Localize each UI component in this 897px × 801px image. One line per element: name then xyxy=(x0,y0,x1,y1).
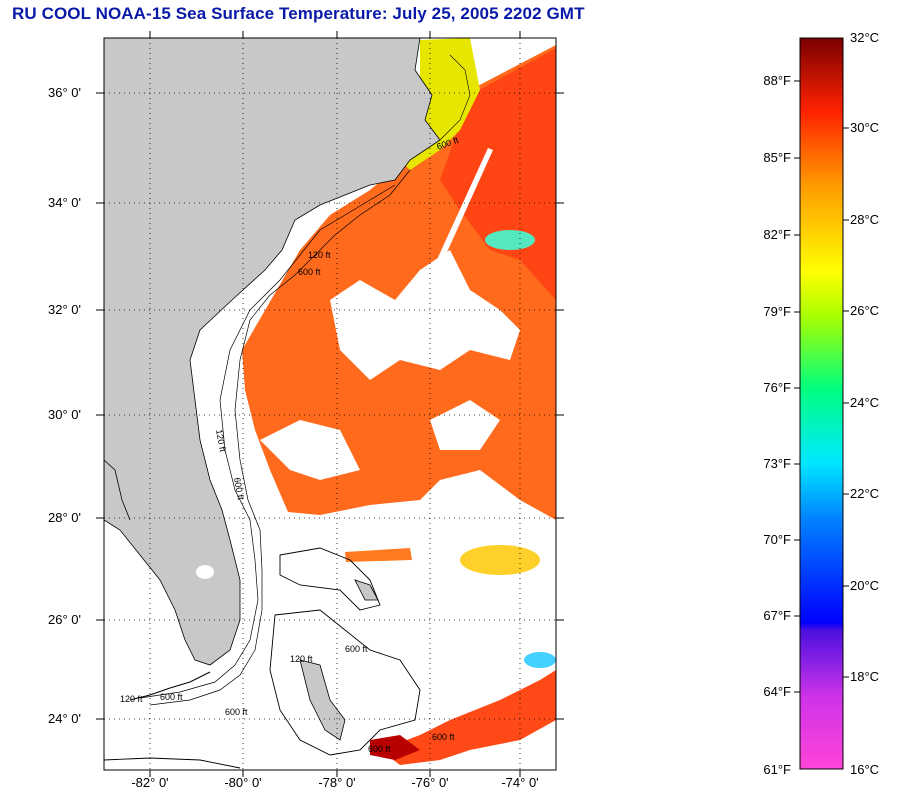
map-ticks xyxy=(96,31,564,777)
colorbar-ticks xyxy=(794,80,849,693)
colorbar-celsius-label: 22°C xyxy=(850,486,880,501)
colorbar-celsius-label: 26°C xyxy=(850,303,880,318)
lat-label: 30° 0' xyxy=(48,407,81,422)
colorbar-fahrenheit-label: 79°F xyxy=(763,304,791,319)
contour-label: 120 ft xyxy=(290,654,313,664)
colorbar-celsius-label: 20°C xyxy=(850,578,880,593)
cloud-cover-2 xyxy=(260,420,360,480)
sst-cool-patch-3 xyxy=(524,652,556,668)
contour-label: 600 ft xyxy=(232,477,246,501)
contour-label: 120 ft xyxy=(120,694,143,704)
cuba-coast xyxy=(104,757,241,769)
contour-600ft-2 xyxy=(439,54,471,141)
lat-label: 26° 0' xyxy=(48,612,81,627)
great-bahama-bank xyxy=(269,609,421,756)
florida-keys xyxy=(129,671,211,701)
colorbar-fahrenheit-label: 64°F xyxy=(763,684,791,699)
colorbar-fahrenheit-label: 88°F xyxy=(763,73,791,88)
sst-south-water xyxy=(380,670,556,765)
lon-label: -74° 0' xyxy=(501,775,539,790)
lat-label: 32° 0' xyxy=(48,302,81,317)
sst-cool-patch xyxy=(485,230,535,250)
colorbar-celsius-label: 18°C xyxy=(850,669,880,684)
lat-label: 36° 0' xyxy=(48,85,81,100)
colorbar-fahrenheit-label: 67°F xyxy=(763,608,791,623)
sst-strip xyxy=(345,548,412,562)
lon-label: -78° 0' xyxy=(318,775,356,790)
colorbar-fahrenheit-label: 70°F xyxy=(763,532,791,547)
lon-label: -82° 0' xyxy=(131,775,169,790)
lon-label: -80° 0' xyxy=(224,775,262,790)
cloud-cover-3 xyxy=(430,400,500,450)
cloud-streak xyxy=(424,148,493,290)
lat-label: 28° 0' xyxy=(48,510,81,525)
colorbar-celsius-label: 28°C xyxy=(850,212,880,227)
land-us-coast xyxy=(104,38,441,666)
colorbar-celsius-label: 24°C xyxy=(850,395,880,410)
colorbar-fahrenheit-label: 76°F xyxy=(763,380,791,395)
contour-600ft xyxy=(149,169,411,706)
cloud-cover xyxy=(330,250,520,380)
colorbar-celsius-label: 32°C xyxy=(850,30,880,45)
contour-label: 600 ft xyxy=(225,707,248,717)
colorbar-fahrenheit-label: 85°F xyxy=(763,150,791,165)
contour-label: 600 ft xyxy=(345,644,368,654)
contour-label: 600 ft xyxy=(298,267,321,277)
contour-label: 600 ft xyxy=(160,692,183,702)
colorbar-celsius-label: 16°C xyxy=(850,762,880,777)
colorbar-fahrenheit-label: 61°F xyxy=(763,762,791,777)
contour-label: 600 ft xyxy=(368,744,391,754)
contour-label: 600 ft xyxy=(432,732,455,742)
gulf-coast-line xyxy=(104,459,131,521)
bahama-bank-outline xyxy=(279,547,381,611)
contour-label: 120 ft xyxy=(308,250,331,260)
map-title: RU COOL NOAA-15 Sea Surface Temperature:… xyxy=(12,4,585,23)
contour-120ft xyxy=(139,184,396,699)
colorbar-fahrenheit-label: 82°F xyxy=(763,227,791,242)
colorbar-celsius-label: 30°C xyxy=(850,120,880,135)
sst-cool-patch-2 xyxy=(460,545,540,575)
colorbar xyxy=(799,37,844,770)
map-frame xyxy=(103,37,557,771)
lat-label: 34° 0' xyxy=(48,195,81,210)
contour-label: 120 ft xyxy=(214,429,228,453)
lat-label: 24° 0' xyxy=(48,711,81,726)
sst-hot-south xyxy=(370,735,420,760)
lon-label: -76° 0' xyxy=(411,775,449,790)
lake-okeechobee xyxy=(196,565,214,579)
graticule xyxy=(104,38,556,770)
land-bahamas xyxy=(299,659,346,741)
colorbar-fahrenheit-label: 73°F xyxy=(763,456,791,471)
